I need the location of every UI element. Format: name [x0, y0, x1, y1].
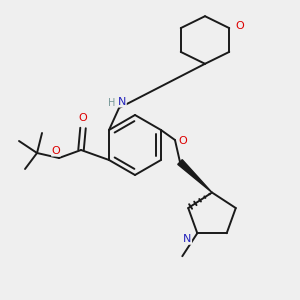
- Text: N: N: [118, 97, 126, 107]
- Text: N: N: [183, 234, 191, 244]
- Text: O: O: [178, 136, 188, 146]
- Text: H: H: [108, 98, 116, 108]
- Text: O: O: [236, 21, 244, 31]
- Polygon shape: [178, 160, 212, 193]
- Text: O: O: [52, 146, 60, 156]
- Text: O: O: [79, 113, 87, 123]
